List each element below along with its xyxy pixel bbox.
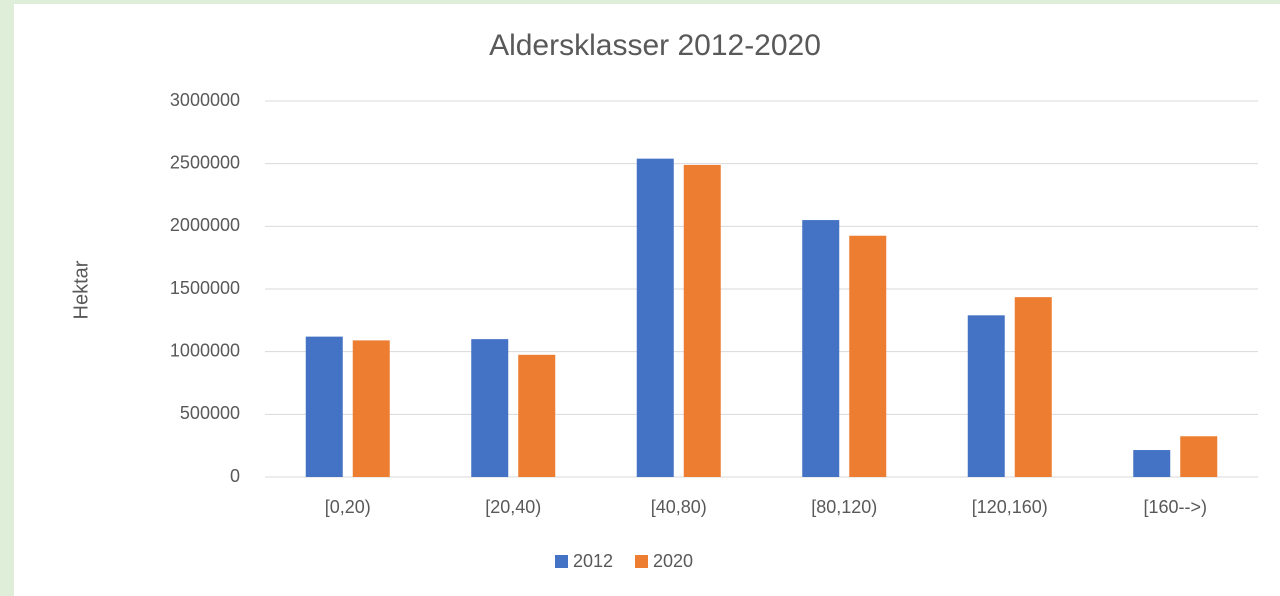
x-tick-label: [120,160) [972, 497, 1048, 517]
x-tick-label: [20,40) [485, 497, 541, 517]
bar [352, 340, 390, 477]
y-tick-label: 3000000 [170, 90, 240, 110]
bar [305, 336, 343, 477]
y-tick-label: 500000 [180, 403, 240, 423]
legend-swatch [635, 555, 648, 568]
bar [683, 164, 721, 478]
y-tick-label: 2000000 [170, 215, 240, 235]
bar [471, 339, 509, 477]
bar [849, 235, 887, 477]
chart-title: Aldersklasser 2012-2020 [489, 29, 821, 62]
x-tick-label: [40,80) [651, 497, 707, 517]
y-tick-label: 0 [230, 466, 240, 486]
bar [1014, 297, 1052, 477]
y-tick-label: 1000000 [170, 340, 240, 360]
bar [1133, 450, 1171, 477]
y-axis-label: Hektar [70, 260, 92, 319]
bar [1180, 436, 1218, 477]
bar [802, 220, 840, 478]
y-tick-label: 2500000 [170, 152, 240, 172]
legend-swatch [555, 555, 568, 568]
legend-label: 2020 [653, 551, 693, 571]
x-tick-label: [160-->) [1143, 497, 1207, 517]
bar [636, 158, 674, 478]
x-tick-label: [80,120) [811, 497, 877, 517]
x-tick-label: [0,20) [325, 497, 371, 517]
bar [967, 315, 1005, 477]
legend-label: 2012 [573, 551, 613, 571]
y-tick-label: 1500000 [170, 278, 240, 298]
bar [518, 354, 556, 477]
